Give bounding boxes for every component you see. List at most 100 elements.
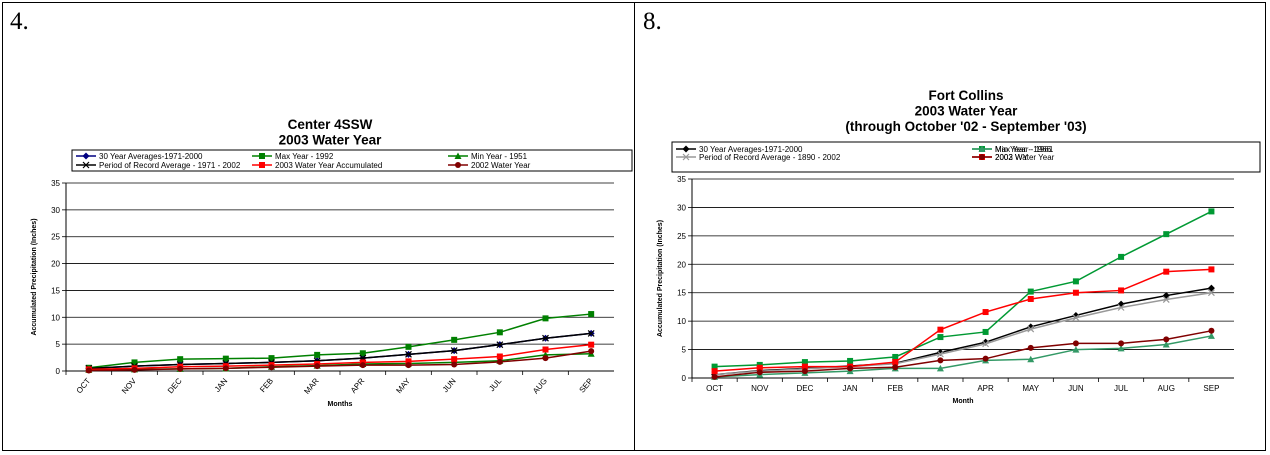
data-point: [1162, 340, 1170, 348]
data-point: [588, 341, 595, 348]
legend-label: 30 Year Averages-1971-2000: [699, 145, 803, 154]
legend-label: 2002 Water Year: [471, 161, 531, 170]
x-tick-label: MAY: [1022, 384, 1039, 393]
x-tick-label: FEB: [887, 384, 903, 393]
data-point: [542, 315, 549, 322]
data-point: [268, 364, 275, 371]
data-point: [1118, 340, 1125, 347]
y-tick-label: 15: [677, 289, 686, 298]
x-tick-label: AUG: [531, 377, 549, 396]
series-line: [714, 287, 1212, 376]
data-point: [1027, 355, 1035, 363]
y-tick-label: 35: [677, 175, 686, 184]
data-point: [1208, 266, 1215, 273]
chart-title-line: 2003 Water Year: [915, 104, 1019, 119]
data-point: [1207, 289, 1215, 297]
x-tick-label: MAY: [394, 376, 412, 395]
x-tick-label: SEP: [578, 377, 595, 395]
data-point: [847, 357, 854, 364]
y-tick-label: 0: [682, 374, 687, 383]
data-point: [937, 326, 944, 333]
data-point: [359, 362, 366, 369]
data-point: [1208, 327, 1215, 334]
data-point: [982, 355, 989, 362]
panel-divider: [634, 2, 635, 451]
data-point: [451, 361, 458, 368]
chart-title-line: 2003 Water Year: [279, 133, 383, 148]
data-point: [1072, 314, 1080, 322]
chart-title-line: Center 4SSW: [288, 117, 373, 132]
legend-marker: [82, 152, 90, 160]
data-point: [711, 373, 718, 380]
series-line: [714, 335, 1212, 378]
legend-marker: [455, 162, 461, 168]
x-tick-label: NOV: [120, 376, 138, 396]
y-tick-label: 15: [51, 286, 60, 295]
legend-label: 30 Year Averages-1971-2000: [99, 152, 203, 161]
data-point: [85, 367, 92, 374]
x-tick-label: JUN: [441, 376, 458, 394]
x-tick-label: APR: [977, 384, 994, 393]
y-tick-label: 25: [677, 232, 686, 241]
panel-number-right: 8.: [643, 8, 662, 35]
data-point: [936, 364, 944, 372]
series-line: [88, 313, 592, 369]
data-point: [756, 369, 763, 376]
data-point: [847, 365, 854, 372]
data-point: [1027, 288, 1034, 295]
legend-label: Period of Record Average - 1971 - 2002: [99, 161, 241, 170]
data-point: [314, 363, 321, 370]
y-tick-label: 10: [677, 317, 686, 326]
data-point: [542, 346, 549, 353]
data-point: [222, 365, 229, 372]
data-point: [801, 368, 808, 375]
data-point: [588, 311, 595, 318]
series-line: [714, 268, 1212, 372]
data-point: [496, 329, 503, 336]
data-point: [405, 362, 412, 369]
x-tick-label: SEP: [1203, 384, 1219, 393]
data-point: [587, 329, 595, 337]
data-point: [131, 366, 138, 373]
y-tick-label: 30: [51, 206, 60, 215]
legend-box: [671, 141, 1261, 173]
data-point: [314, 351, 321, 358]
y-axis-label: Accumulated Precipitation (Inches): [657, 220, 664, 337]
legend-label: Max Year - 1992: [275, 152, 334, 161]
data-point: [1163, 336, 1170, 343]
legend-box: [71, 149, 633, 172]
data-point: [1072, 278, 1079, 285]
data-point: [982, 328, 989, 335]
x-tick-label: MAR: [932, 384, 950, 393]
data-point: [756, 364, 763, 371]
data-point: [1072, 289, 1079, 296]
legend-label: 2003 Water Year Accumulated: [275, 161, 382, 170]
y-tick-label: 35: [51, 179, 60, 188]
legend-marker: [82, 161, 90, 169]
legend-marker: [454, 152, 462, 159]
data-point: [892, 359, 899, 366]
x-tick-label: OCT: [706, 384, 723, 393]
y-axis-label: Accumulated Precipitation (Inches): [31, 218, 38, 335]
data-point: [405, 358, 412, 365]
y-tick-label: 20: [677, 260, 686, 269]
legend-label: Min Year - 1951: [471, 152, 528, 161]
series-line: [88, 343, 592, 371]
data-point: [711, 363, 718, 370]
data-point: [542, 355, 549, 362]
data-point: [1027, 344, 1034, 351]
legend-label: Period of Record Average - 1890 - 2002: [699, 153, 841, 162]
x-tick-label: JAN: [843, 384, 858, 393]
x-axis-label: Month: [953, 398, 974, 405]
x-tick-label: AUG: [1158, 384, 1175, 393]
x-tick-label: NOV: [751, 384, 769, 393]
x-tick-label: DEC: [166, 376, 184, 395]
data-point: [131, 359, 138, 366]
data-point: [936, 350, 944, 358]
data-point: [1207, 284, 1215, 292]
legend-marker: [682, 145, 690, 153]
x-tick-label: APR: [349, 376, 367, 395]
data-point: [1118, 287, 1125, 294]
